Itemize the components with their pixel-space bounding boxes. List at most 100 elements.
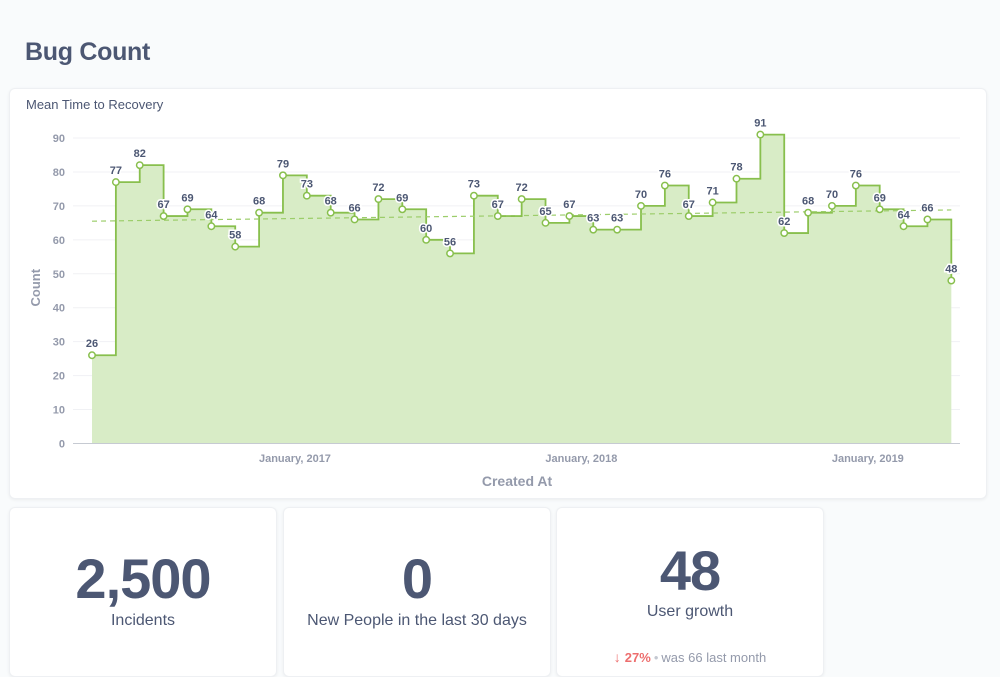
data-point [422, 235, 431, 244]
data-label: 65 [539, 206, 551, 218]
data-label: 62 [778, 216, 790, 228]
data-label: 82 [134, 148, 146, 160]
page-title: Bug Count [25, 38, 151, 66]
data-point [183, 205, 192, 214]
chart-card[interactable]: Mean Time to Recovery 0 10 20 30 40 50 60 70 80 9… [9, 88, 987, 499]
y-tick-label: 80 [53, 167, 65, 179]
previous-value-text: was 66 [661, 650, 703, 665]
data-point [804, 208, 813, 217]
data-point [446, 249, 454, 258]
data-point [469, 191, 478, 200]
data-label: 56 [444, 236, 456, 248]
y-tick-label: 60 [53, 235, 65, 247]
data-label: 76 [659, 169, 671, 181]
data-label: 79 [277, 158, 289, 170]
data-label: 71 [706, 185, 718, 197]
data-point [255, 208, 264, 217]
data-point [875, 205, 884, 214]
data-label: 69 [396, 192, 408, 204]
data-label: 58 [229, 230, 241, 242]
scalar-value: 48 [659, 539, 721, 602]
data-label: 72 [516, 182, 528, 194]
data-label: 68 [802, 196, 814, 208]
scalar-value: 2,500 [75, 547, 211, 610]
data-point [684, 212, 693, 221]
scalar-card-incidents[interactable]: 2,500 Incidents [9, 507, 277, 677]
data-point [517, 195, 526, 204]
data-label: 77 [110, 165, 122, 177]
y-tick-label: 90 [53, 133, 65, 145]
data-point [828, 201, 836, 210]
data-label: 73 [468, 179, 480, 191]
x-axis-title: Created At [482, 473, 553, 489]
y-tick-label: 30 [53, 337, 65, 349]
y-tick-label: 70 [53, 201, 65, 213]
data-label: 76 [850, 169, 862, 181]
data-point [541, 218, 550, 227]
x-tick-label: January, 2018 [545, 453, 617, 465]
scalar-label[interactable]: New People in the last 30 days [307, 612, 527, 629]
data-point [374, 195, 383, 204]
data-label: 66 [348, 202, 360, 214]
data-label: 91 [754, 118, 766, 130]
y-tick-label: 40 [53, 303, 65, 315]
data-label: 73 [301, 179, 313, 191]
scalar-card-user-growth[interactable]: 48 User growth ↓ 27% • was 66 last month [556, 507, 824, 677]
data-point [780, 229, 789, 237]
data-point [111, 178, 120, 187]
comparison-period: last month [706, 650, 767, 665]
data-point [326, 208, 335, 217]
data-label: 68 [325, 196, 337, 208]
scalar-label[interactable]: Incidents [110, 612, 176, 629]
data-point [88, 351, 96, 360]
comparison-row: ↓ 27% • was 66 last month [557, 649, 823, 665]
data-point [947, 276, 956, 285]
data-point [923, 215, 932, 224]
data-point [493, 212, 502, 221]
data-point [302, 191, 311, 200]
data-point [207, 222, 216, 231]
data-point [851, 181, 860, 190]
data-label: 64 [897, 209, 910, 221]
scalar-value: 0 [401, 547, 433, 610]
data-label: 60 [420, 223, 432, 235]
data-label: 70 [826, 189, 838, 201]
data-label: 67 [492, 199, 504, 211]
x-tick-label: January, 2019 [832, 453, 904, 465]
y-tick-label: 10 [53, 405, 65, 417]
data-label: 67 [157, 199, 169, 211]
data-label: 67 [563, 199, 575, 211]
change-percent: 27% [624, 650, 651, 665]
data-point [350, 215, 359, 224]
data-label: 63 [611, 213, 623, 225]
data-label: 48 [945, 264, 957, 276]
data-label: 26 [86, 338, 98, 350]
data-point [637, 201, 645, 210]
data-label: 68 [253, 196, 265, 208]
y-tick-label: 20 [53, 371, 65, 383]
data-point [660, 181, 669, 190]
data-point [565, 212, 574, 221]
scalar-label[interactable]: User growth [646, 603, 734, 620]
data-point [589, 225, 598, 234]
data-point [231, 242, 240, 251]
scalar-card-new-people[interactable]: 0 New People in the last 30 days [283, 507, 551, 677]
data-point [279, 171, 287, 180]
chart-title[interactable]: Mean Time to Recovery [26, 97, 164, 112]
data-label: 69 [181, 192, 193, 204]
arrow-down-icon: ↓ [613, 649, 621, 665]
data-label: 66 [921, 202, 933, 214]
y-tick-label: 50 [53, 269, 65, 281]
data-label: 67 [683, 199, 695, 211]
data-point [732, 174, 741, 183]
data-point [756, 130, 765, 139]
data-point [135, 161, 144, 170]
y-axis-title: Count [28, 268, 43, 306]
y-tick-label: 0 [59, 439, 65, 451]
x-tick-label: January, 2017 [259, 453, 331, 465]
data-label: 70 [635, 189, 647, 201]
data-point [708, 198, 717, 207]
separator-dot: • [653, 650, 659, 665]
data-label: 78 [730, 162, 742, 174]
data-point [899, 222, 908, 231]
